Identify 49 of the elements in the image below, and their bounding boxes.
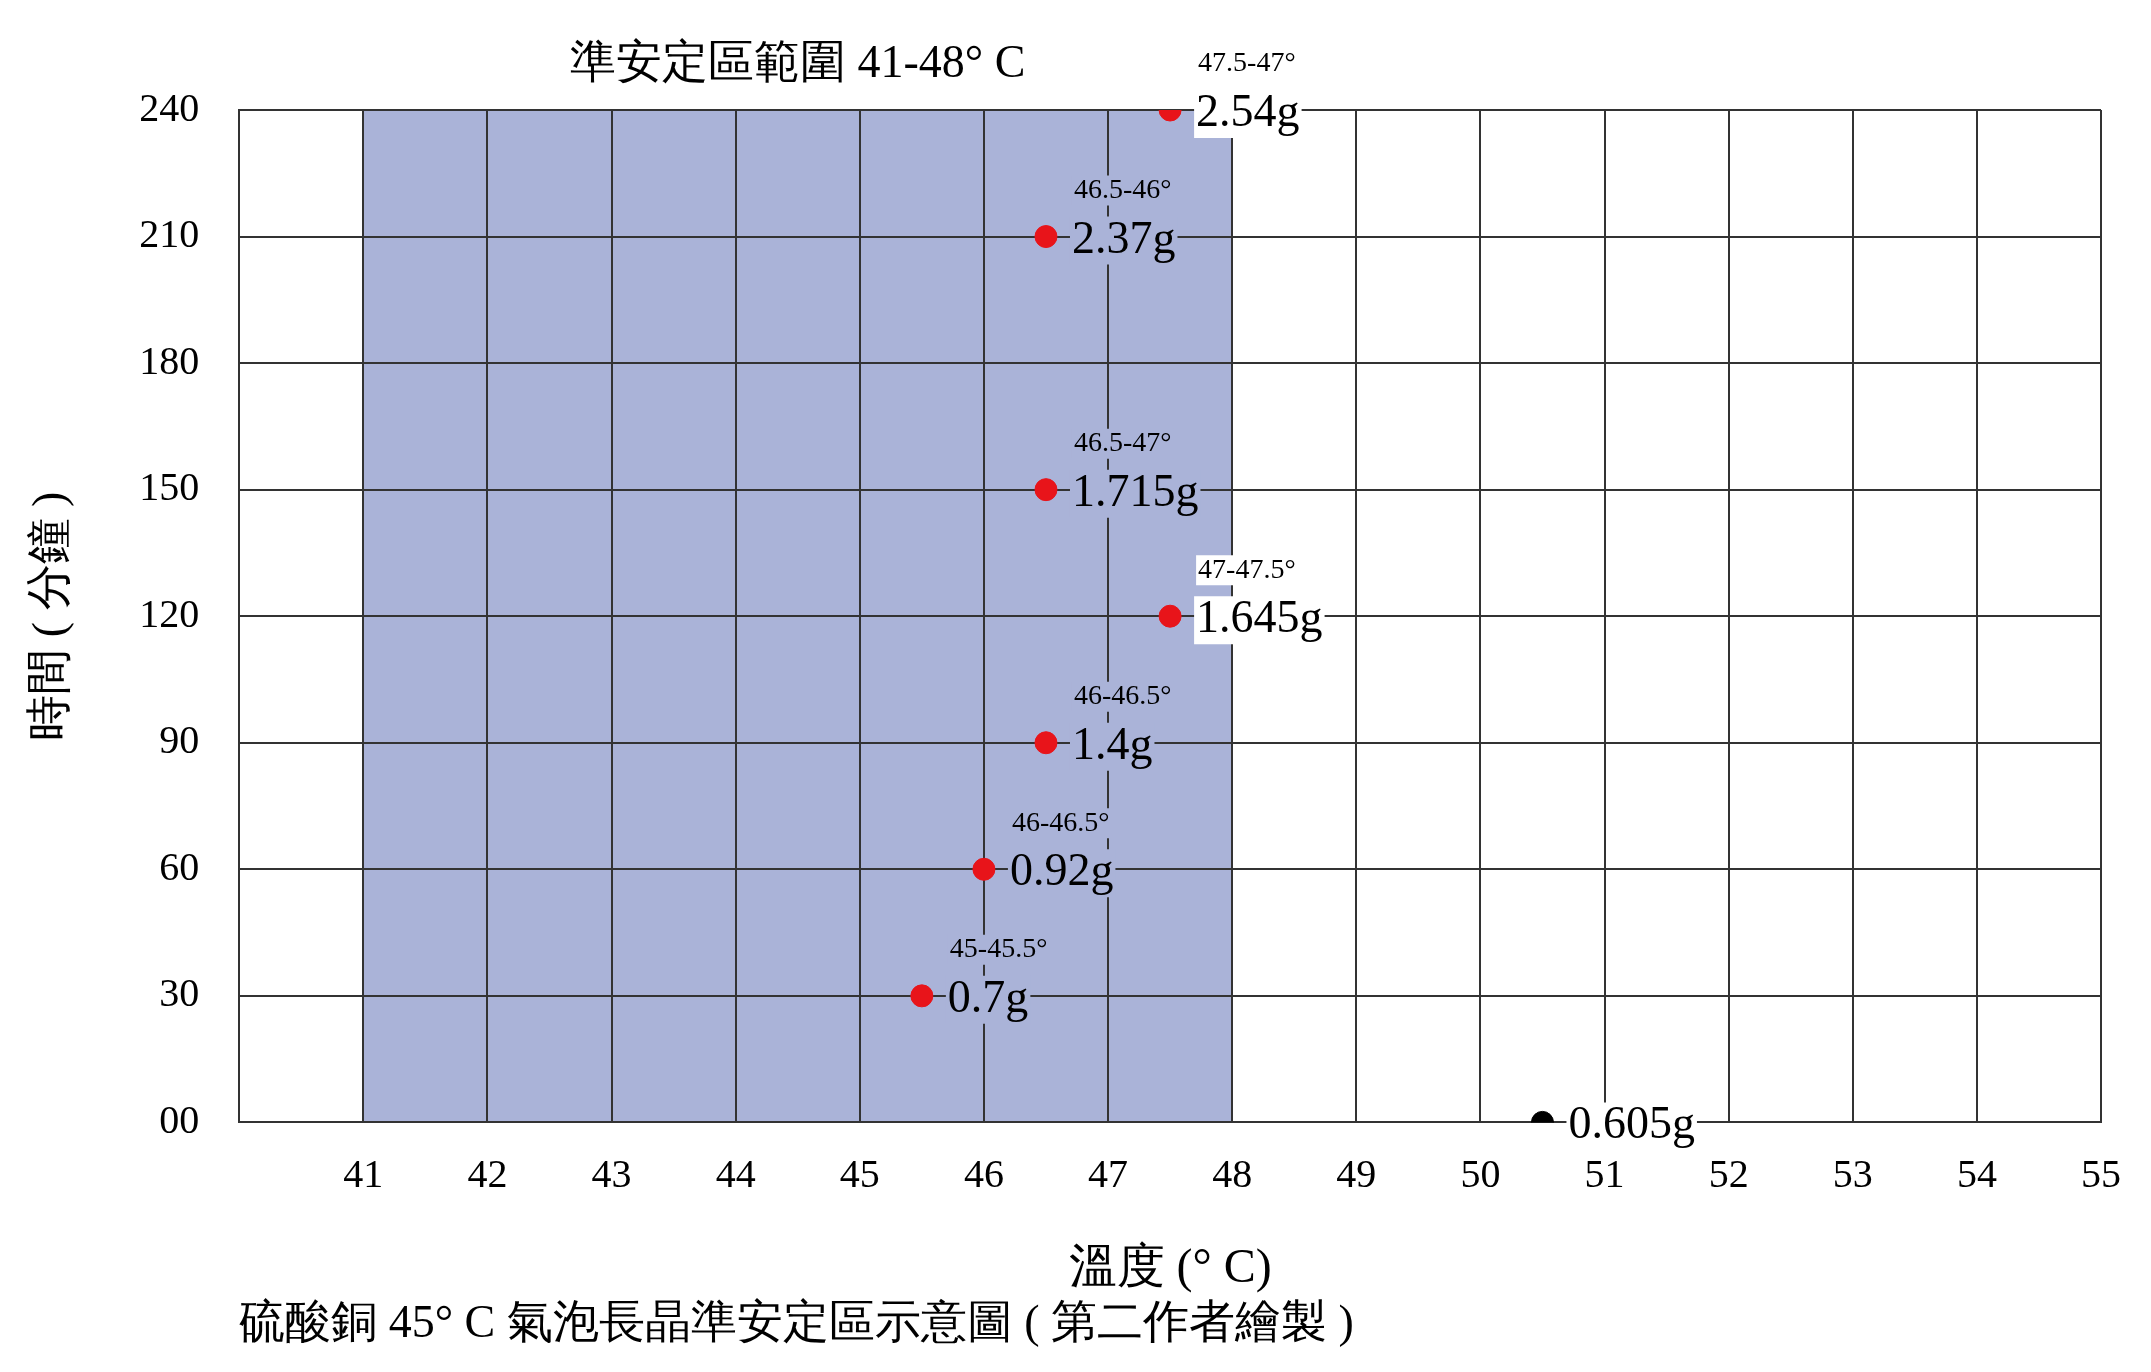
annotation: 46-46.5° [1011,805,1110,837]
annotation: 0.7g [947,970,1029,1022]
y-tick-label: 180 [139,337,200,383]
x-tick-label: 45 [839,1150,880,1196]
x-axis-title: 溫度 (° C) [1068,1238,1272,1293]
x-tick-label: 54 [1956,1150,1997,1196]
y-tick-label: 30 [159,970,200,1016]
annotation: 46.5-46° [1073,172,1172,204]
y-tick-label: 240 [139,84,200,130]
x-tick-label: 51 [1584,1150,1625,1196]
point [1034,731,1058,755]
annotation: 47-47.5° [1198,552,1296,584]
annotation: 46-46.5° [1073,679,1172,711]
x-tick-label: 49 [1336,1150,1377,1196]
x-tick-label: 50 [1460,1150,1501,1196]
point [1034,478,1058,502]
x-tick-label: 55 [2081,1150,2121,1196]
annotation: 46.5-47° [1073,426,1172,458]
point [1034,225,1058,249]
y-tick-label: 00 [159,1096,200,1142]
x-tick-label: 44 [715,1150,756,1196]
y-tick-label: 210 [139,211,200,257]
annotation: 1.645g [1196,591,1323,643]
point [1158,604,1182,628]
x-tick-label: 42 [467,1150,508,1196]
y-tick-label: 90 [159,717,200,763]
y-axis-title: 時間 ( 分鐘 ) [22,491,74,741]
point [972,857,996,881]
band-label: 準安定區範圍 41-48° C [570,36,1026,88]
text: 硫酸銅 45° C 氣泡長晶準安定區示意圖 ( 第二作者繪製 ) [239,1296,1354,1348]
x-tick-label: 43 [591,1150,632,1196]
y-tick-label: 150 [139,464,200,510]
annotation: 45-45.5° [949,932,1048,964]
y-tick-label: 120 [139,590,200,636]
x-tick-label: 48 [1212,1150,1253,1196]
annotation: 47.5-47° [1198,46,1296,78]
annotation: 2.54g [1196,85,1300,137]
annotation: 0.605g [1568,1097,1695,1149]
x-tick-label: 47 [1088,1150,1129,1196]
x-tick-label: 53 [1832,1150,1873,1196]
y-tick-label: 60 [159,843,200,889]
x-tick-label: 41 [343,1150,384,1196]
annotation: 2.37g [1071,211,1176,263]
x-tick-label: 46 [963,1150,1004,1196]
annotation: 0.92g [1009,844,1114,896]
annotation: 1.4g [1071,717,1153,769]
annotation: 1.715g [1071,464,1199,516]
x-tick-label: 52 [1708,1150,1749,1196]
point [910,984,934,1008]
